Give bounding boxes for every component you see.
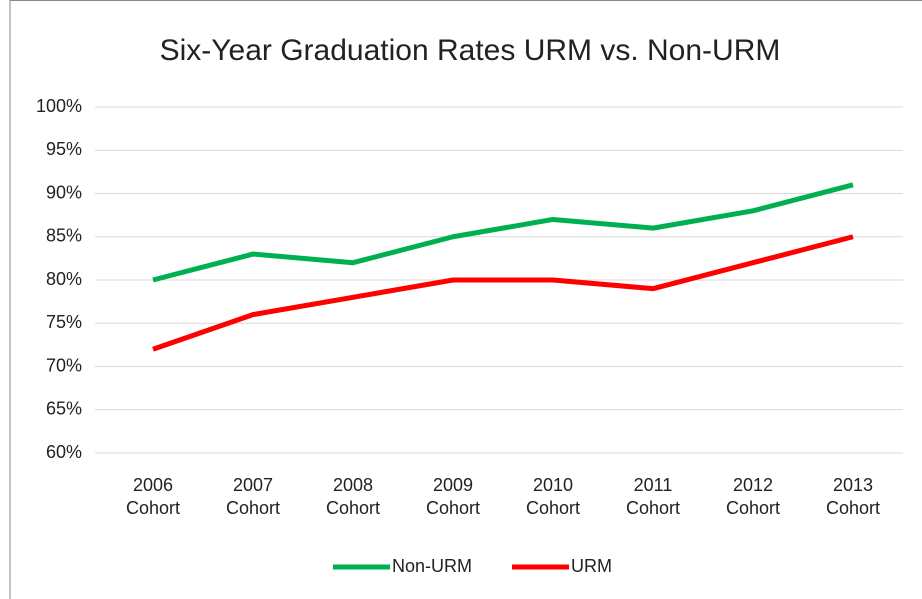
x-tick-label: 2008 Cohort (325, 475, 381, 518)
legend-label: Non-URM (392, 556, 472, 576)
data-line (152, 182, 854, 283)
x-tick-label: 2007 Cohort (225, 475, 281, 518)
y-tick-label: 65% (46, 399, 82, 419)
chart-title: Six-Year Graduation Rates URM vs. Non-UR… (160, 34, 781, 67)
x-tick-label: 2006 Cohort (125, 475, 181, 518)
x-tick-label: 2010 Cohort (525, 475, 581, 518)
y-tick-label: 75% (46, 312, 82, 332)
y-tick-label: 85% (46, 226, 82, 246)
x-tick-label: 2011 Cohort (625, 475, 681, 518)
x-tick-label: 2012 Cohort (725, 475, 781, 518)
y-tick-label: 100% (36, 96, 82, 116)
y-tick-label: 60% (46, 442, 82, 462)
data-line (152, 234, 854, 352)
y-tick-label: 95% (46, 139, 82, 159)
y-tick-label: 90% (46, 182, 82, 202)
chart-border (9, 0, 922, 599)
x-tick-label: 2009 Cohort (425, 475, 481, 518)
y-tick-label: 80% (46, 269, 82, 289)
legend-label: URM (571, 556, 612, 576)
x-tick-label: 2013 Cohort (825, 475, 881, 518)
y-tick-label: 70% (46, 355, 82, 375)
